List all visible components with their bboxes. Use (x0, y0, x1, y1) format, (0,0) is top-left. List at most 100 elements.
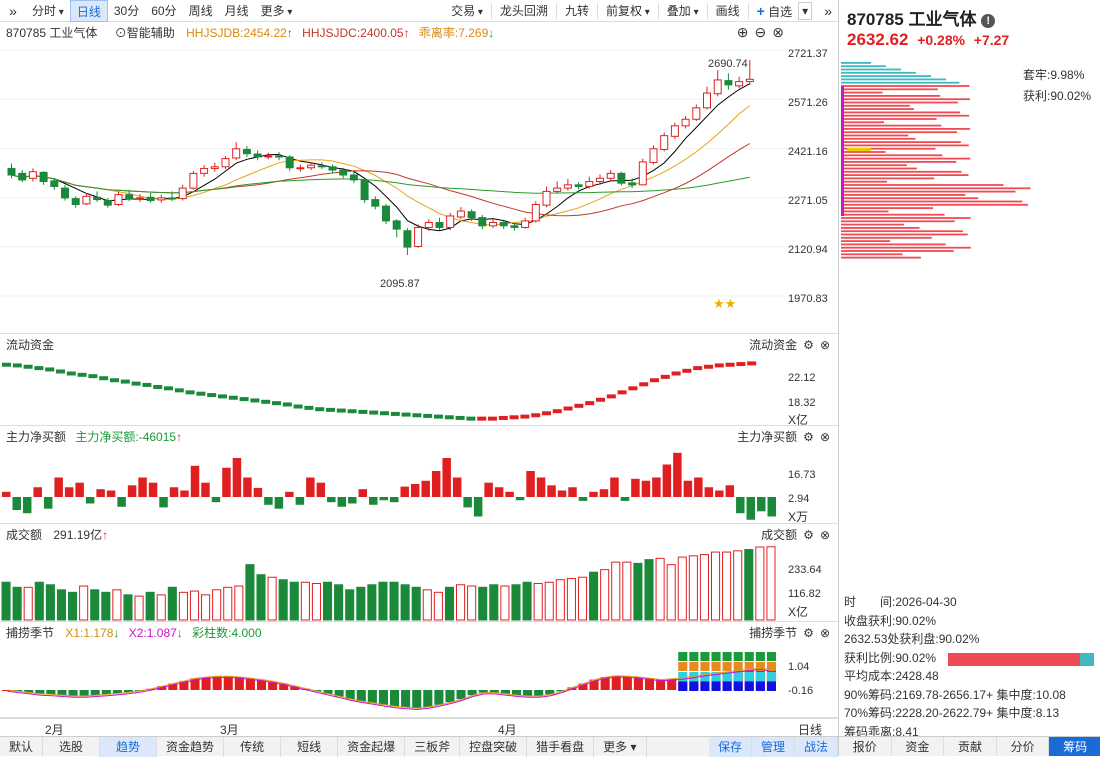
tab-stock-select[interactable]: 选股 (43, 736, 101, 757)
tab-quote[interactable]: 报价 (839, 737, 892, 756)
info-icon[interactable]: ! (981, 13, 996, 28)
draw-line-button[interactable]: 画线 (715, 3, 740, 18)
gear-icon[interactable]: ⚙ (803, 337, 814, 352)
flow-bar (358, 409, 368, 414)
volume-chart[interactable] (0, 542, 788, 622)
season-x1: X1:1.178 (65, 626, 114, 640)
tab-funds[interactable]: 资金 (892, 737, 945, 756)
candle-body (606, 172, 615, 179)
season-bar (24, 690, 34, 693)
chip-bar (841, 194, 966, 196)
tab-trend[interactable]: 趋势 (100, 736, 158, 757)
volume-bar (533, 583, 543, 621)
season-color-block (766, 652, 776, 661)
trade-button[interactable]: 交易 (445, 0, 489, 22)
watchlist-dropdown-icon[interactable]: ▾ (798, 1, 813, 20)
gear-icon[interactable]: ⚙ (803, 625, 814, 640)
tab-chips[interactable]: 筹码 (1049, 737, 1100, 756)
tab-fund-burst[interactable]: 资金起爆 (338, 736, 406, 757)
period-60min[interactable]: 60分 (151, 3, 177, 18)
chip-bar (841, 65, 886, 68)
netbuy-bar (211, 497, 221, 503)
expand-icon[interactable]: » (9, 2, 17, 19)
close-icon[interactable]: ⊗ (772, 24, 784, 40)
tab-short-term[interactable]: 短线 (281, 736, 339, 757)
zoom-out-icon[interactable]: ⊖ (754, 24, 767, 40)
season-bar (434, 690, 444, 705)
add-watchlist-button[interactable]: + 自选 (751, 0, 799, 22)
period-30min[interactable]: 30分 (113, 3, 140, 18)
tab-more[interactable]: 更多 ▾ (594, 736, 647, 757)
gear-icon[interactable]: ⚙ (803, 429, 814, 444)
flow-bar (552, 409, 562, 414)
tab-price-split[interactable]: 分价 (997, 737, 1050, 756)
volume-bar (467, 585, 477, 621)
strategy-button[interactable]: 战法 (794, 736, 838, 757)
tab-traditional[interactable]: 传统 (224, 736, 282, 757)
adjust-button[interactable]: 前复权 (600, 0, 656, 22)
period-daily[interactable]: 日线 (69, 0, 108, 22)
close-icon[interactable]: ⊗ (819, 625, 830, 640)
tab-hunter[interactable]: 猎手看盘 (527, 736, 595, 757)
season-chart[interactable] (0, 640, 788, 718)
manage-button[interactable]: 管理 (751, 736, 795, 757)
period-intraday[interactable]: 分时 (26, 0, 70, 22)
close-icon[interactable]: ⊗ (819, 527, 830, 542)
period-monthly[interactable]: 月线 (224, 3, 249, 18)
nine-turn-button[interactable]: 九转 (564, 3, 589, 18)
tab-contribution[interactable]: 贡献 (944, 737, 997, 756)
candle-body (467, 211, 476, 219)
chip-bar (841, 230, 963, 233)
chip-distribution-chart[interactable] (839, 56, 1100, 266)
volume-bar (744, 549, 754, 621)
chip-bar (841, 200, 1023, 203)
tab-fund-trend[interactable]: 资金趋势 (157, 736, 225, 757)
close-icon[interactable]: ⊗ (819, 429, 830, 444)
tab-control-break[interactable]: 控盘突破 (460, 736, 528, 757)
flow-bar (66, 371, 76, 376)
flow-chart[interactable] (0, 352, 788, 426)
chip-bar (841, 68, 901, 71)
netbuy-chart[interactable] (0, 444, 788, 524)
netbuy-bar (400, 486, 409, 497)
tab-three-axe[interactable]: 三板斧 (405, 736, 461, 757)
season-bar (245, 678, 255, 690)
gear-icon[interactable]: ⚙ (803, 527, 814, 542)
chip-bar (841, 88, 938, 91)
flow-bar (239, 397, 249, 402)
stat-time: 时 间:2026-04-30 (844, 595, 957, 609)
period-more[interactable]: 更多 (255, 0, 299, 22)
leader-review-button[interactable]: 龙头回溯 (499, 3, 548, 18)
collapse-icon[interactable]: » (824, 2, 832, 19)
netbuy-bar (652, 477, 661, 497)
season-bar (611, 675, 621, 690)
candle-body (317, 165, 326, 168)
season-bar (168, 683, 178, 690)
tab-default[interactable]: 默认 (0, 736, 44, 757)
overlay-button[interactable]: 叠加 (661, 0, 705, 22)
assist-toggle[interactable]: ⊙智能辅助 (115, 26, 175, 40)
candle-body (39, 171, 48, 183)
period-weekly[interactable]: 周线 (188, 3, 213, 18)
kline-chart[interactable] (0, 44, 788, 334)
volume-bar (522, 581, 532, 621)
flow-bar (639, 382, 649, 387)
volume-pane: 成交额 291.19亿↑ 成交额 ⚙ ⊗ 233.64 116.82 X亿 (0, 524, 838, 622)
netbuy-bar (526, 471, 535, 497)
divider (596, 2, 598, 19)
close-icon[interactable]: ⊗ (819, 337, 830, 352)
netbuy-bar (295, 497, 305, 505)
save-button[interactable]: 保存 (708, 736, 752, 757)
netbuy-bar (767, 497, 776, 517)
zoom-in-icon[interactable]: ⊕ (736, 24, 749, 40)
season-bar (223, 676, 233, 690)
chip-bar (841, 170, 962, 173)
volume-bar (134, 595, 144, 621)
candle-body (125, 194, 134, 200)
candle-body (168, 197, 176, 200)
season-bar (589, 679, 599, 690)
chip-bar (841, 246, 971, 249)
candle-body (596, 177, 604, 183)
netbuy-bar (148, 482, 158, 497)
flow-bar (412, 413, 422, 418)
